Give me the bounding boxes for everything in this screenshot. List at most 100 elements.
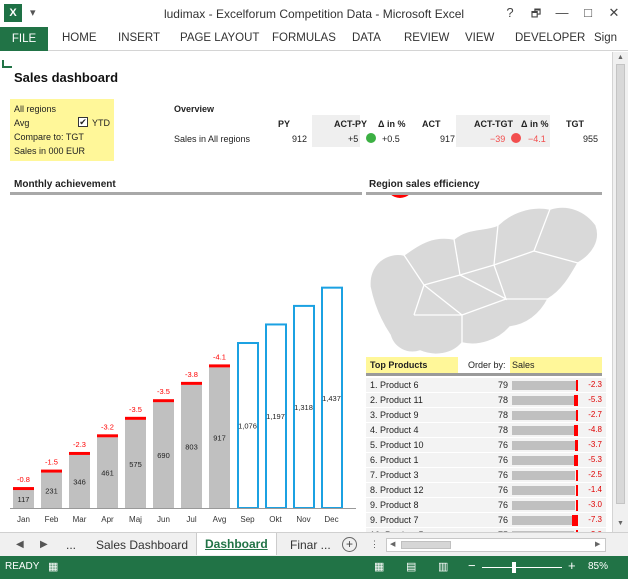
zoom-level[interactable]: 85% xyxy=(588,561,609,572)
excel-logo-icon[interactable]: X xyxy=(4,4,22,22)
chart-data-label: 1,437 xyxy=(322,394,341,403)
product-name: 3. Product 9 xyxy=(370,410,419,420)
chart-data-label: 1,197 xyxy=(266,412,285,421)
measure-filter[interactable]: Avg xyxy=(14,118,30,128)
tab-page-layout[interactable]: PAGE LAYOUT xyxy=(180,32,260,44)
ytd-checkbox[interactable]: ✔ xyxy=(78,117,88,127)
product-sales-bar xyxy=(512,441,575,450)
maximize-button[interactable]: □ xyxy=(584,5,592,20)
chart-bar-actual xyxy=(153,402,174,508)
product-sales-value: 79 xyxy=(497,380,508,390)
active-cell-cursor xyxy=(2,60,12,68)
product-sales-value: 76 xyxy=(497,455,508,465)
product-deviation-value: -1.4 xyxy=(588,485,602,494)
zoom-slider-knob[interactable] xyxy=(512,562,516,573)
product-deviation-marker xyxy=(574,425,578,436)
product-deviation-marker xyxy=(576,470,578,481)
horizontal-scrollbar[interactable]: ◀ ▶ xyxy=(386,538,606,552)
product-name: 2. Product 11 xyxy=(370,395,423,405)
tab-review[interactable]: REVIEW xyxy=(404,32,450,44)
sheet-tabs-bar: ◀ ▶ ... Sales Dashboard Dashboard Finar … xyxy=(0,532,628,556)
product-sales-value: 76 xyxy=(497,500,508,510)
tab-data[interactable]: DATA xyxy=(352,32,381,44)
chart-category-label: Avg xyxy=(213,515,227,524)
page-break-view-icon[interactable]: ▥ xyxy=(438,561,449,573)
compare-to-filter[interactable]: Compare to: TGT xyxy=(14,132,84,142)
close-button[interactable]: ✕ xyxy=(608,5,620,20)
monthly-achievement-title: Monthly achievement xyxy=(14,179,116,190)
overview-header-act: ACT xyxy=(422,119,441,129)
status-text: READY xyxy=(5,561,40,572)
product-deviation-value: -7.3 xyxy=(588,515,602,524)
overview-header-delta-py: Δ in % xyxy=(378,119,406,129)
chart-deviation-label: -3.8 xyxy=(185,370,198,379)
region-bubble[interactable] xyxy=(386,195,414,198)
product-deviation-marker xyxy=(575,440,578,451)
chart-data-label: 117 xyxy=(18,495,30,504)
sheet-tab-finance[interactable]: Finar ... xyxy=(290,538,331,552)
chart-category-label: Apr xyxy=(101,515,114,524)
product-name: 4. Product 4 xyxy=(370,425,419,435)
product-deviation-marker xyxy=(576,410,578,421)
ytd-label: YTD xyxy=(92,118,110,128)
product-row: 7. Product 3 76 -2.5 xyxy=(366,468,606,483)
worksheet[interactable]: Sales dashboard All regions Avg ✔ YTD Co… xyxy=(0,52,612,532)
chart-category-label: Jun xyxy=(157,515,170,524)
product-sales-value: 76 xyxy=(497,485,508,495)
help-button[interactable]: ? xyxy=(506,5,514,20)
product-sales-value: 76 xyxy=(497,470,508,480)
scroll-up-icon[interactable]: ▲ xyxy=(617,54,624,61)
macro-record-icon[interactable]: ▦ xyxy=(48,561,59,573)
product-row: 3. Product 9 78 -2.7 xyxy=(366,408,606,423)
product-row: 9. Product 8 76 -3.0 xyxy=(366,498,606,513)
tab-file[interactable]: FILE xyxy=(0,27,48,51)
tab-split-handle-icon[interactable]: ⋮ xyxy=(370,539,379,549)
ribbon-display-options-button[interactable]: 🗗 xyxy=(530,8,542,20)
more-sheets-button[interactable]: ... xyxy=(66,538,77,552)
monthly-section-rule xyxy=(10,192,362,195)
scroll-right-icon[interactable]: ▶ xyxy=(595,541,601,548)
chart-deviation-marker xyxy=(209,364,230,368)
tab-sign-in[interactable]: Sign xyxy=(594,32,618,44)
chart-deviation-marker xyxy=(153,399,174,403)
tab-developer[interactable]: DEVELOPER xyxy=(515,32,586,44)
chart-deviation-label: -3.5 xyxy=(129,405,142,414)
chart-data-label: 917 xyxy=(213,434,226,443)
tab-view[interactable]: VIEW xyxy=(465,32,495,44)
product-row: 6. Product 1 76 -5.3 xyxy=(366,453,606,468)
product-row: 4. Product 4 78 -4.8 xyxy=(366,423,606,438)
next-sheet-icon[interactable]: ▶ xyxy=(40,539,48,550)
vertical-scroll-thumb[interactable] xyxy=(616,64,625,504)
sheet-tab-dashboard[interactable]: Dashboard xyxy=(196,533,277,555)
zoom-out-button[interactable]: − xyxy=(468,558,476,573)
customize-quick-access-icon[interactable]: ▾ xyxy=(30,7,36,19)
region-filter[interactable]: All regions xyxy=(14,104,57,114)
add-sheet-icon[interactable]: + xyxy=(342,537,357,552)
order-by-dropdown[interactable]: Sales xyxy=(510,357,602,373)
minimize-button[interactable]: — xyxy=(555,5,569,20)
product-row: 9. Product 7 76 -7.3 xyxy=(366,513,606,528)
tab-home[interactable]: HOME xyxy=(62,32,97,44)
product-name: 9. Product 8 xyxy=(370,500,419,510)
region-efficiency-title: Region sales efficiency xyxy=(369,179,480,190)
normal-view-icon[interactable]: ▦ xyxy=(374,561,385,573)
page-layout-view-icon[interactable]: ▤ xyxy=(406,561,417,573)
chart-data-label: 1,076 xyxy=(238,422,257,431)
overview-shade-act-py xyxy=(312,115,360,147)
zoom-in-button[interactable]: + xyxy=(568,558,576,573)
vertical-scrollbar[interactable]: ▲ ▼ xyxy=(612,52,628,532)
overview-header-tgt: TGT xyxy=(566,119,584,129)
scroll-left-icon[interactable]: ◀ xyxy=(390,541,396,548)
chart-category-label: Feb xyxy=(45,515,59,524)
product-deviation-marker xyxy=(574,395,578,406)
chart-data-label: 231 xyxy=(45,486,58,495)
horizontal-scroll-thumb[interactable] xyxy=(401,541,451,549)
tab-insert[interactable]: INSERT xyxy=(118,32,160,44)
prev-sheet-icon[interactable]: ◀ xyxy=(16,539,24,550)
overview-act-value: 917 xyxy=(440,134,456,144)
sheet-tab-sales-dashboard[interactable]: Sales Dashboard xyxy=(96,538,189,552)
zoom-slider-track[interactable] xyxy=(482,567,562,568)
tab-formulas[interactable]: FORMULAS xyxy=(272,32,336,44)
chart-deviation-marker xyxy=(41,469,62,473)
scroll-down-icon[interactable]: ▼ xyxy=(617,520,624,527)
